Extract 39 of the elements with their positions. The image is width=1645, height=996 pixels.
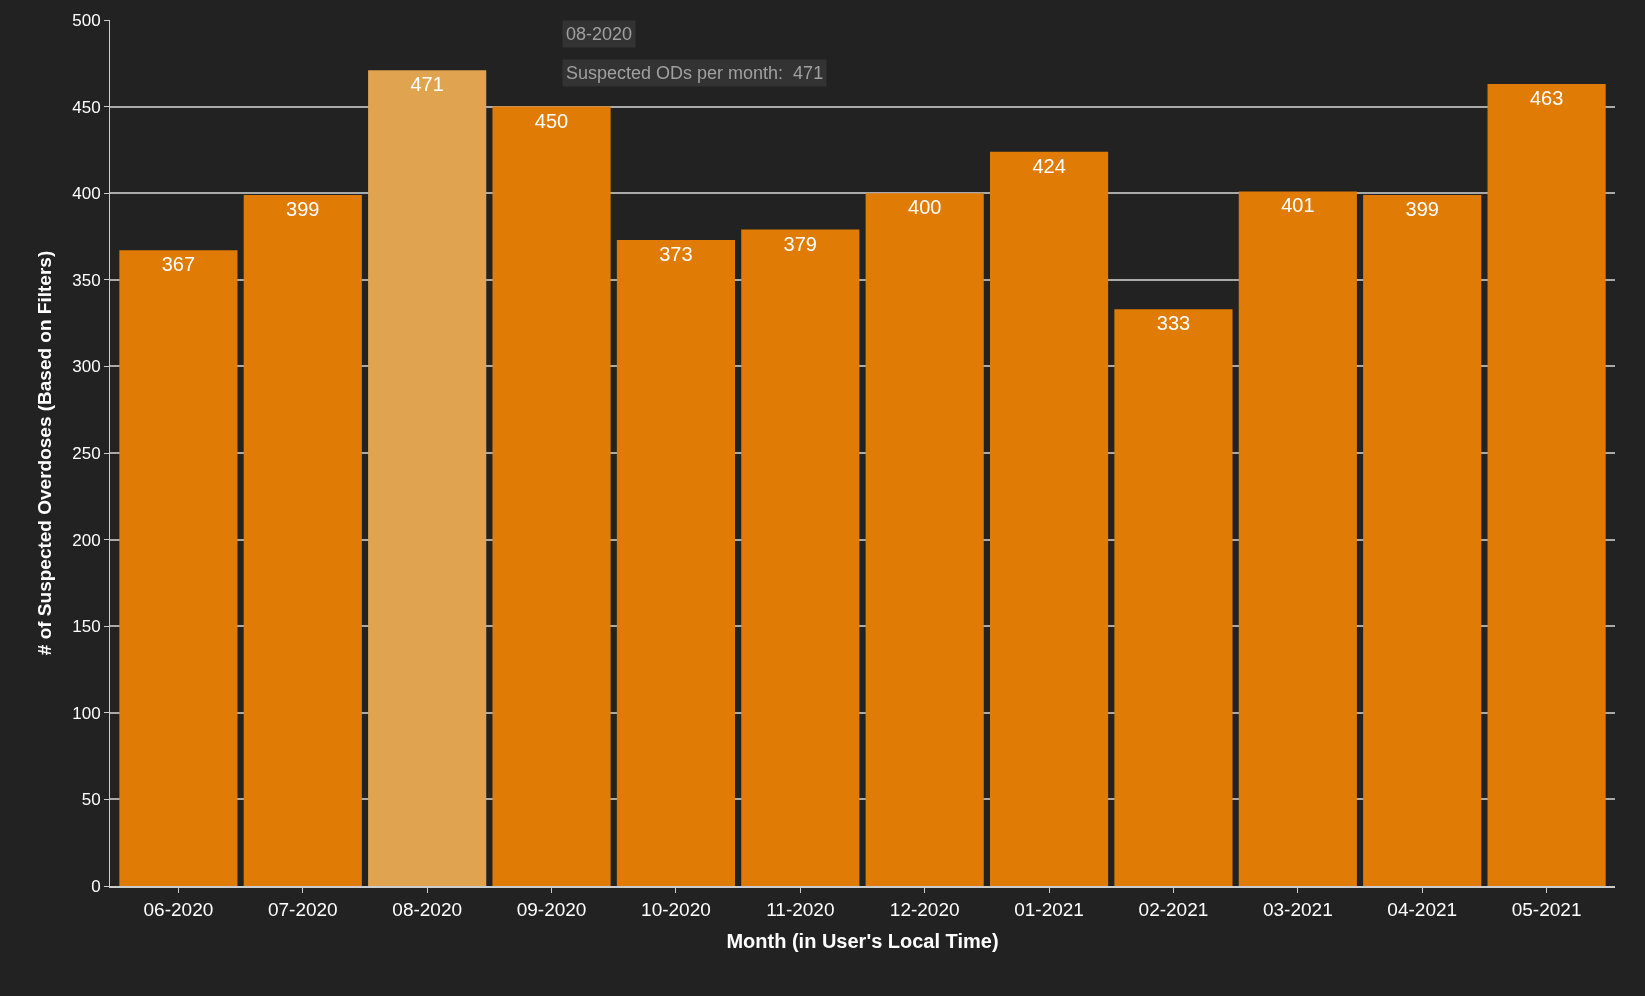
y-tick-label: 400 (72, 184, 101, 204)
data-label: 373 (659, 242, 693, 265)
x-tick-label: 08-2020 (392, 898, 463, 920)
data-label: 450 (534, 109, 569, 132)
y-tick-label: 350 (72, 270, 101, 290)
data-label: 367 (161, 253, 196, 276)
y-axis-title: # of Suspected Overdoses (Based on Filters) (34, 250, 56, 656)
y-tick-label: 300 (72, 357, 101, 377)
data-label: 333 (1156, 312, 1191, 335)
y-tick-label: 50 (81, 790, 101, 810)
x-tick-label: 02-2021 (1138, 898, 1209, 920)
x-tick-label: 01-2021 (1014, 898, 1084, 920)
y-tick-label: 100 (72, 703, 101, 723)
x-tick-label: 09-2020 (516, 898, 587, 920)
y-tick-label: 150 (72, 617, 101, 637)
x-axis-title: Month (in User's Local Time) (726, 929, 999, 952)
x-tick-label: 03-2021 (1262, 898, 1333, 920)
x-tick-label: 11-2020 (766, 898, 835, 920)
annotation: Suspected ODs per month: 471 (566, 63, 824, 83)
y-tick-label: 500 (72, 10, 101, 30)
data-label: 424 (1032, 154, 1066, 177)
y-tick-label: 250 (72, 443, 101, 463)
x-tick-label: 05-2021 (1511, 898, 1582, 920)
x-tick-label: 10-2020 (641, 898, 711, 920)
data-label: 471 (410, 73, 444, 96)
x-tick-label: 07-2020 (267, 898, 338, 920)
y-tick-label: 0 (91, 876, 101, 896)
data-label: 400 (908, 196, 942, 219)
y-tick-label: 200 (72, 530, 101, 550)
x-tick-label: 12-2020 (889, 898, 960, 920)
data-label: 399 (286, 197, 320, 220)
x-tick-label: 04-2021 (1387, 898, 1458, 920)
data-label: 463 (1529, 87, 1564, 110)
y-tick-label: 450 (72, 97, 101, 117)
data-label: 399 (1405, 197, 1439, 220)
annotation: 08-2020 (566, 24, 633, 44)
data-label: 401 (1281, 194, 1315, 217)
x-tick-label: 06-2020 (143, 898, 214, 920)
data-label: 379 (783, 232, 817, 255)
